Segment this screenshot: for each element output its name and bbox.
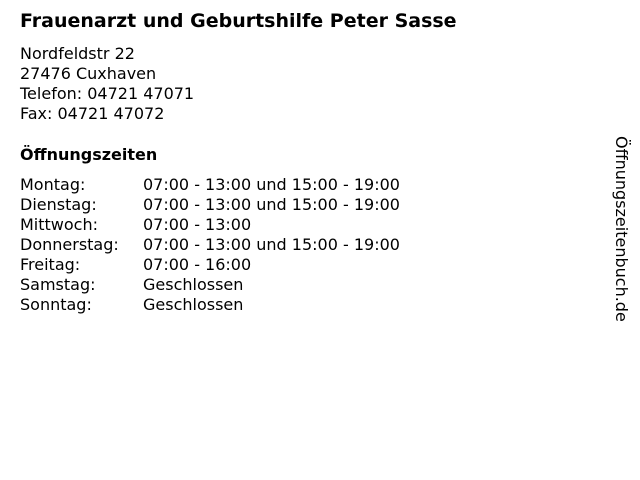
phone: Telefon: 04721 47071 <box>20 84 195 103</box>
day: Montag: <box>20 175 86 194</box>
time: 07:00 - 13:00 <box>143 215 252 234</box>
time: Geschlossen <box>143 295 244 314</box>
day: Freitag: <box>20 255 81 274</box>
hours-heading: Öffnungszeiten <box>20 145 158 164</box>
page-title: Frauenarzt und Geburtshilfe Peter Sasse <box>20 10 457 32</box>
time: 07:00 - 13:00 und 15:00 - 19:00 <box>143 195 400 214</box>
hours-row: Samstag: Geschlossen <box>20 275 400 295</box>
street: Nordfeldstr 22 <box>20 44 135 63</box>
watermark: Öffnungszeitenbuch.de <box>612 136 631 322</box>
city: 27476 Cuxhaven <box>20 64 157 83</box>
hours-row: Sonntag: Geschlossen <box>20 295 400 315</box>
day: Samstag: <box>20 275 96 294</box>
time: 07:00 - 16:00 <box>143 255 252 274</box>
hours-row: Montag: 07:00 - 13:00 und 15:00 - 19:00 <box>20 175 400 195</box>
time: 07:00 - 13:00 und 15:00 - 19:00 <box>143 175 400 194</box>
day: Dienstag: <box>20 195 97 214</box>
address-block: Nordfeldstr 22 27476 Cuxhaven Telefon: 0… <box>20 44 194 124</box>
hours-row: Freitag: 07:00 - 16:00 <box>20 255 400 275</box>
day: Donnerstag: <box>20 235 119 254</box>
day: Mittwoch: <box>20 215 98 234</box>
time: Geschlossen <box>143 275 244 294</box>
hours-row: Dienstag: 07:00 - 13:00 und 15:00 - 19:00 <box>20 195 400 215</box>
time: 07:00 - 13:00 und 15:00 - 19:00 <box>143 235 400 254</box>
hours-row: Mittwoch: 07:00 - 13:00 <box>20 215 400 235</box>
day: Sonntag: <box>20 295 92 314</box>
hours-row: Donnerstag: 07:00 - 13:00 und 15:00 - 19:… <box>20 235 400 255</box>
fax: Fax: 04721 47072 <box>20 104 165 123</box>
hours-table: Montag: 07:00 - 13:00 und 15:00 - 19:00 D… <box>20 175 400 315</box>
